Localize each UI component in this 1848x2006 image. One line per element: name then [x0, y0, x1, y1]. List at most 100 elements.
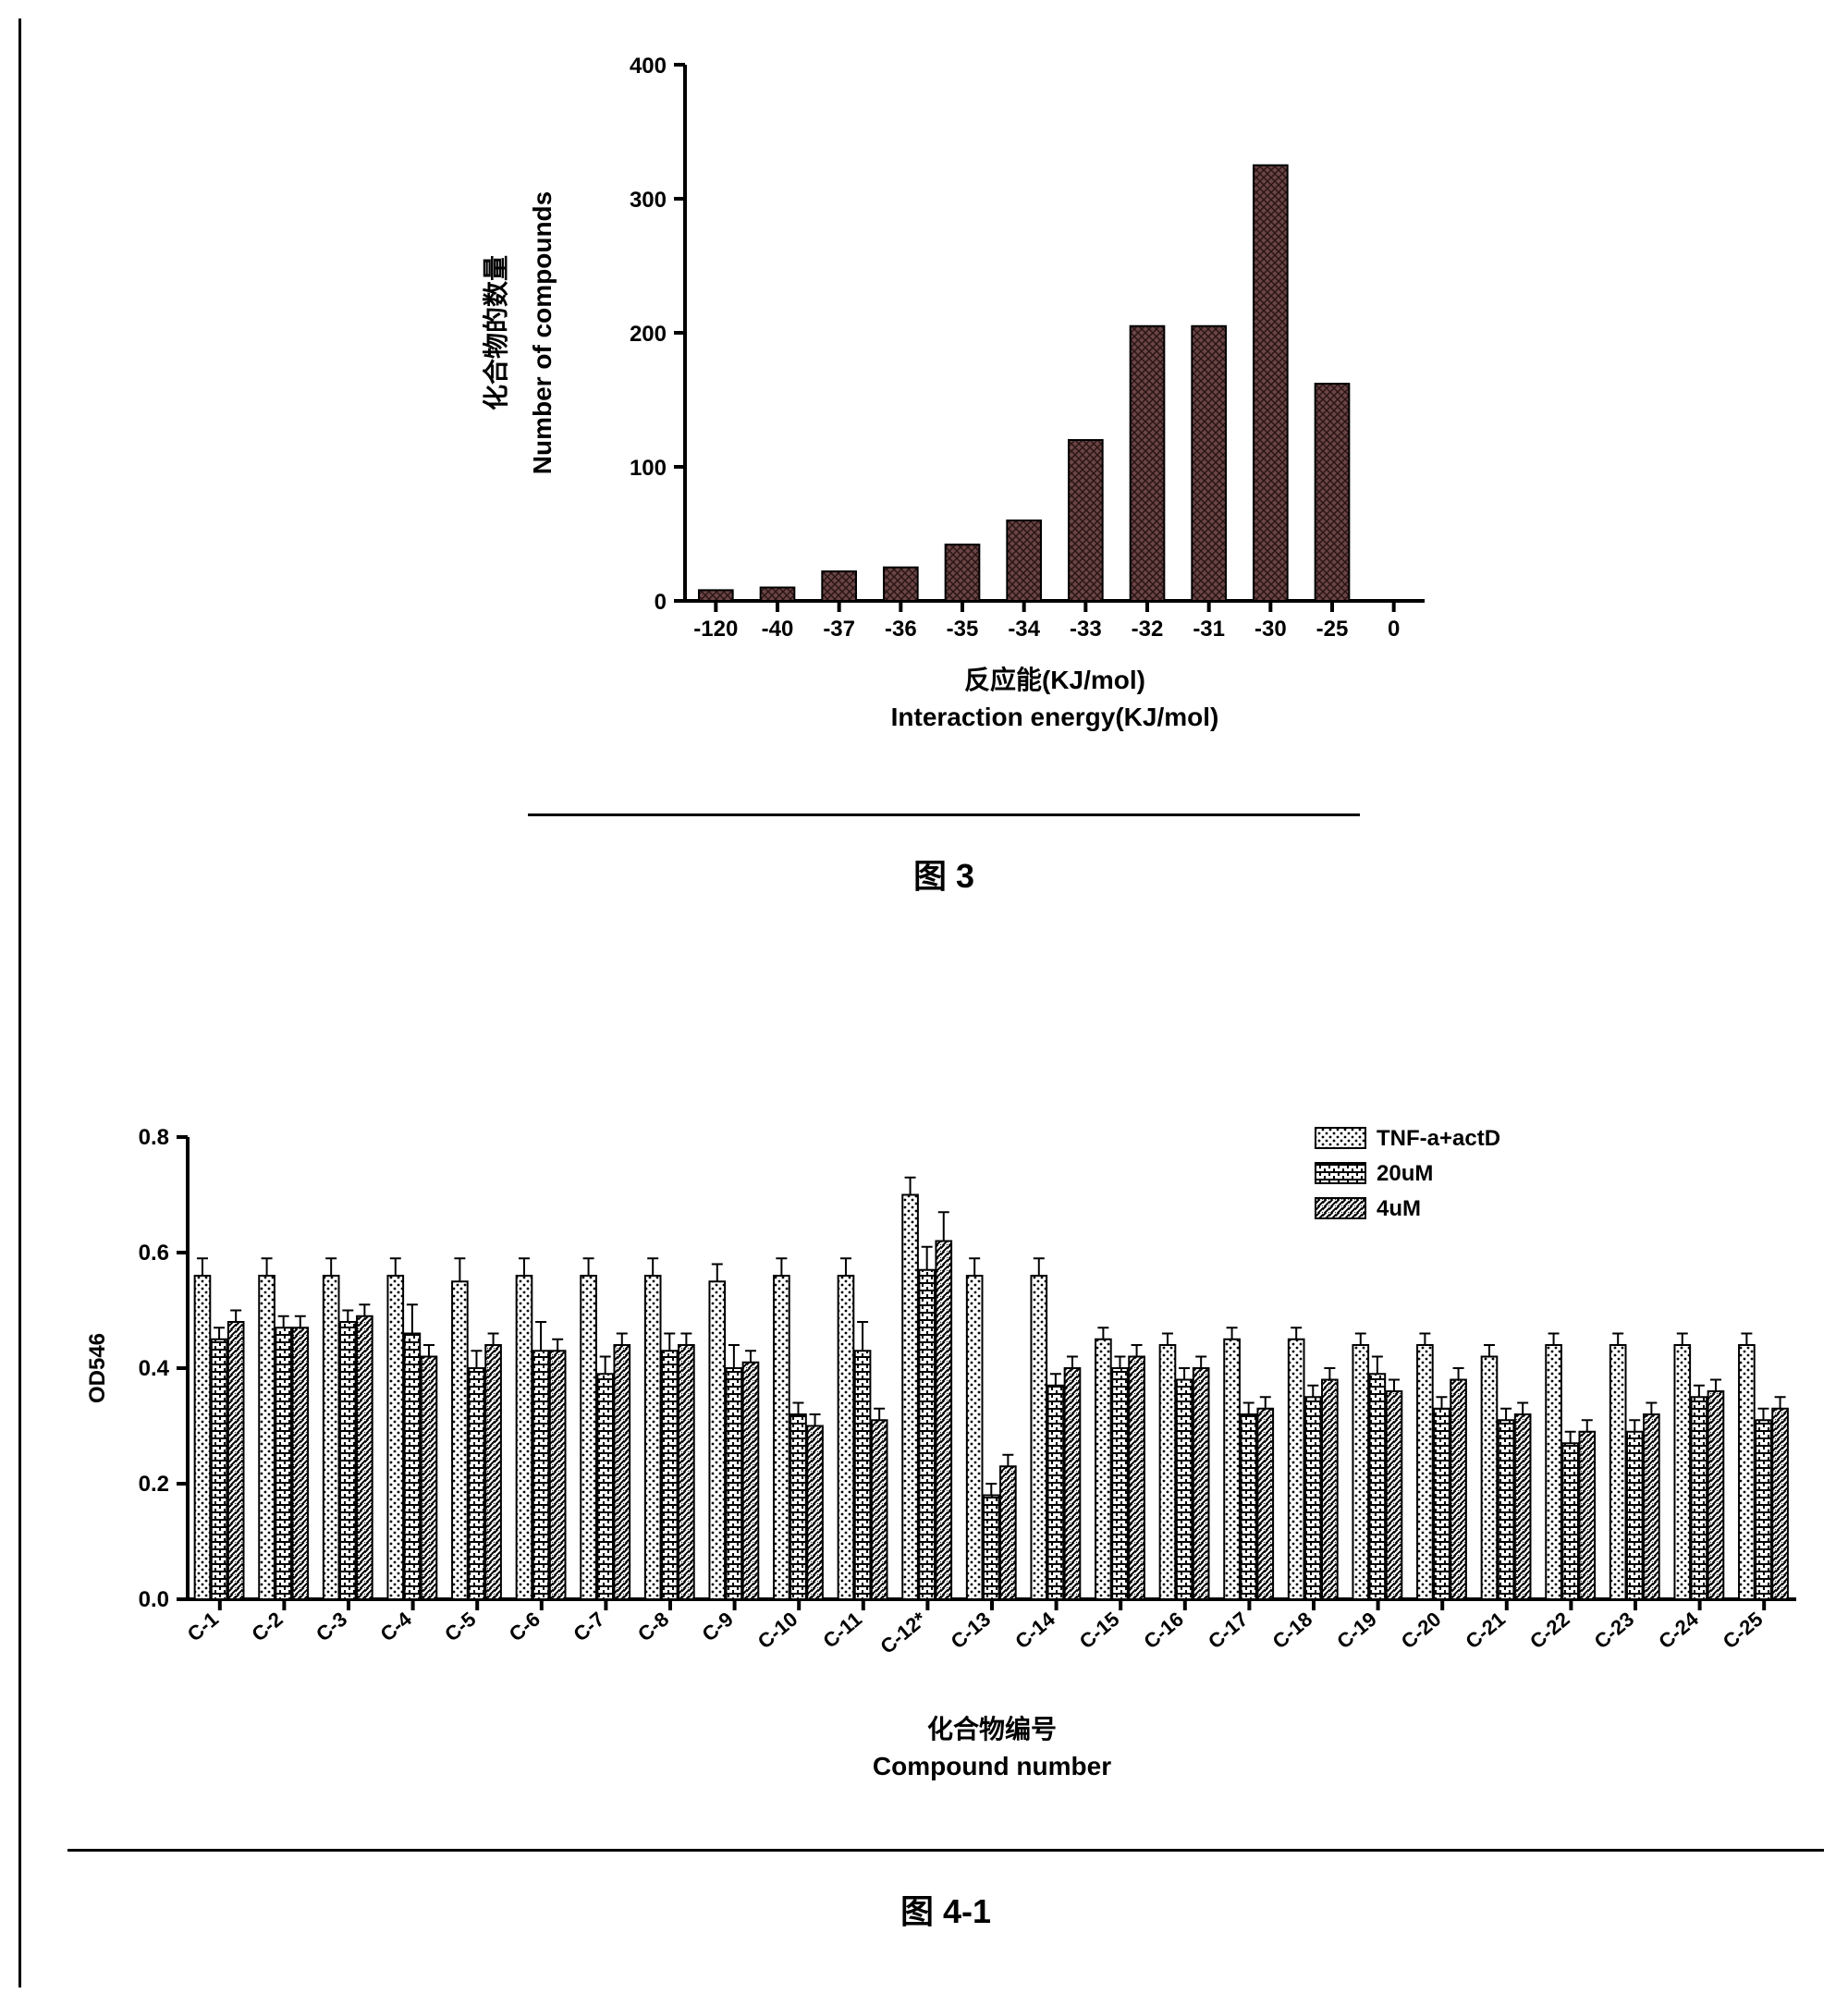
chart2-ytick: 0.6: [139, 1241, 169, 1266]
chart2-bar: [550, 1351, 566, 1599]
chart1-caption: 图 3: [435, 850, 1452, 898]
chart2-bar: [1000, 1466, 1016, 1599]
chart2-bar: [1756, 1420, 1771, 1599]
chart2-bar: [422, 1357, 437, 1600]
chart1-xtick: -36: [885, 617, 917, 642]
chart2-xtick: C-16: [1139, 1608, 1188, 1654]
chart2-bar: [212, 1339, 227, 1599]
chart2-bar: [1434, 1409, 1450, 1599]
chart2-bar: [743, 1363, 759, 1599]
chart2-bar: [1289, 1339, 1304, 1599]
chart2-bar: [872, 1420, 887, 1599]
chart1-xtick: 0: [1388, 617, 1400, 642]
chart2-bar: [195, 1276, 211, 1599]
chart2-xtick: C-14: [1010, 1607, 1059, 1653]
chart2-bar: [387, 1276, 403, 1599]
chart1-ytick: 300: [630, 188, 667, 213]
chart2-bar: [919, 1270, 935, 1599]
chart1-container: 0100200300400-120-40-37-36-35-34-33-32-3…: [435, 37, 1452, 898]
chart1-xtick: -33: [1070, 617, 1102, 642]
chart2-bar: [485, 1345, 501, 1599]
chart1-xtick: -37: [823, 617, 855, 642]
chart2-bar: [1417, 1345, 1433, 1599]
chart2-bar: [709, 1281, 725, 1599]
chart1-bar: [1007, 520, 1041, 601]
chart2-bar: [967, 1276, 983, 1599]
chart2-xtick: C-2: [247, 1608, 287, 1646]
chart2-bar: [340, 1322, 356, 1599]
chart1-rule: [528, 813, 1360, 816]
chart2-bar: [1450, 1380, 1466, 1600]
chart2-bar: [1482, 1357, 1498, 1600]
chart2-bar: [1031, 1276, 1046, 1599]
chart2-bar: [1160, 1345, 1176, 1599]
chart1-ytick: 100: [630, 456, 667, 481]
chart1-bar: [761, 588, 795, 602]
chart2-bar: [275, 1327, 291, 1599]
chart2-legend-swatch: [1316, 1163, 1365, 1183]
chart2-xtick: C-7: [569, 1608, 608, 1646]
chart2-bar: [1692, 1397, 1707, 1599]
chart2-bar: [1387, 1391, 1402, 1599]
chart1-xlabel-cn: 反应能(KJ/mol): [964, 665, 1145, 694]
chart2-bar: [1322, 1380, 1338, 1600]
chart2-xtick: C-13: [947, 1608, 996, 1654]
chart2-bar: [469, 1368, 484, 1599]
chart2-bar: [1065, 1368, 1081, 1599]
chart1-xtick: -30: [1254, 617, 1287, 642]
chart2-bar: [1095, 1339, 1111, 1599]
chart2-bar: [807, 1426, 823, 1600]
chart2-xtick: C-12*: [875, 1607, 930, 1658]
chart2-bar: [597, 1374, 613, 1599]
chart1-svg: 0100200300400-120-40-37-36-35-34-33-32-3…: [435, 37, 1452, 795]
chart2-bar: [1499, 1420, 1514, 1599]
chart1-xtick: -40: [762, 617, 794, 642]
chart2-bar: [727, 1368, 742, 1599]
chart2-bar: [1352, 1345, 1368, 1599]
chart2-bar: [1370, 1374, 1386, 1599]
chart2-ytick: 0.2: [139, 1472, 169, 1497]
chart1-ytick: 400: [630, 54, 667, 79]
chart1-xtick: -34: [1008, 617, 1040, 642]
chart2-bar: [1241, 1414, 1256, 1599]
chart2-xlabel-cn: 化合物编号: [927, 1714, 1057, 1743]
chart2-xtick: C-11: [818, 1608, 866, 1653]
chart2-xtick: C-17: [1204, 1608, 1253, 1654]
chart2-bar: [645, 1276, 661, 1599]
chart2-xtick: C-8: [633, 1608, 673, 1646]
chart2-xtick: C-5: [440, 1608, 480, 1646]
chart2-bar: [357, 1316, 373, 1599]
chart2-xtick: C-23: [1590, 1608, 1639, 1654]
chart2-svg: 0.00.20.40.60.8OD546C-1C-2C-3C-4C-5C-6C-…: [67, 1109, 1824, 1830]
chart2-bar: [1112, 1368, 1128, 1599]
chart2-bar: [1177, 1380, 1193, 1600]
chart1-ylabel-cn: 化合物的数量: [481, 255, 510, 410]
chart2-xtick: C-21: [1461, 1608, 1510, 1654]
chart2-bar: [855, 1351, 871, 1599]
chart1-xtick: -25: [1316, 617, 1349, 642]
chart2-xlabel-en: Compound number: [873, 1752, 1111, 1780]
chart2-bar: [1708, 1391, 1724, 1599]
chart2-bar: [1129, 1357, 1144, 1600]
chart1-bar: [822, 571, 856, 601]
chart2-bar: [1627, 1432, 1643, 1599]
chart2-bar: [1610, 1345, 1626, 1599]
chart2-bar: [1305, 1397, 1321, 1599]
chart2-bar: [533, 1351, 549, 1599]
chart1-xtick: -31: [1193, 617, 1225, 642]
chart2-bar: [984, 1496, 999, 1600]
chart1-ytick: 200: [630, 322, 667, 347]
chart2-bar: [1224, 1339, 1240, 1599]
chart2-xtick: C-3: [312, 1608, 351, 1646]
chart2-bar: [902, 1195, 918, 1600]
chart2-xtick: C-20: [1397, 1608, 1446, 1654]
chart2-bar: [324, 1276, 339, 1599]
chart2-bar: [1579, 1432, 1595, 1599]
chart2-xtick: C-4: [376, 1607, 417, 1645]
chart2-caption: 图 4-1: [67, 1885, 1824, 1933]
chart1-xtick: -120: [693, 617, 738, 642]
chart1-bar: [884, 568, 918, 601]
chart2-xtick: C-18: [1268, 1608, 1317, 1654]
chart2-ylabel: OD546: [85, 1333, 110, 1403]
chart2-bar: [790, 1414, 806, 1599]
